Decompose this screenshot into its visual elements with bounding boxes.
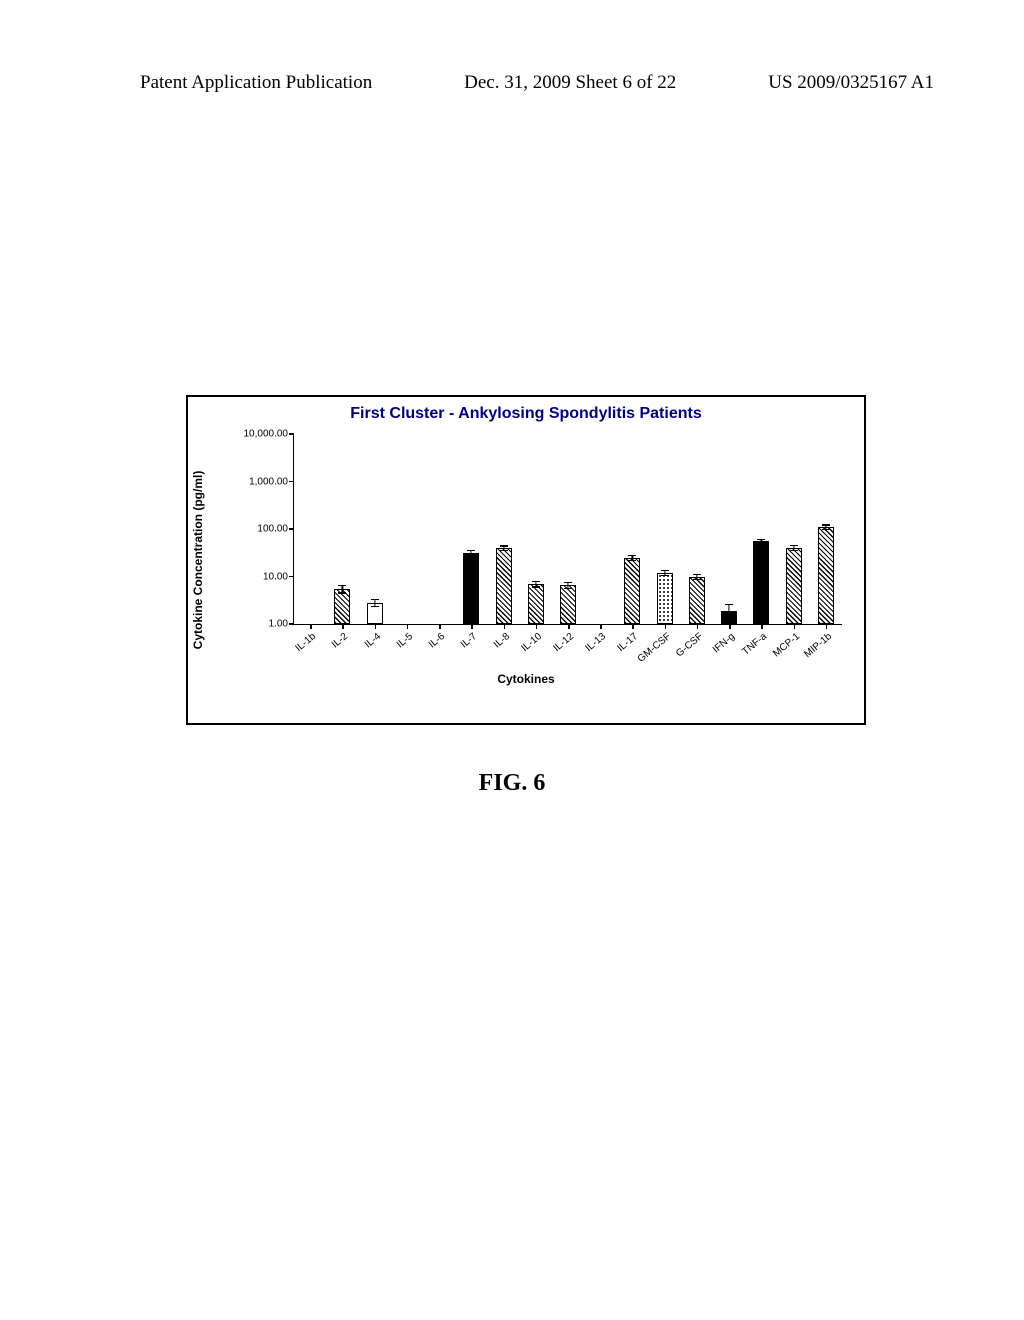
page-header: Patent Application Publication Dec. 31, … (0, 72, 1024, 94)
chart-errorbar-cap (338, 592, 346, 593)
chart-bar (657, 434, 673, 624)
chart-errorbar-cap (725, 620, 733, 621)
chart-errorbar-cap (725, 604, 733, 605)
chart-errorbar-cap (790, 550, 798, 551)
chart-bars (294, 435, 842, 624)
header-center: Dec. 31, 2009 Sheet 6 of 22 (464, 72, 676, 94)
chart-bar (560, 434, 576, 624)
header-left: Patent Application Publication (140, 72, 372, 94)
chart-xlabels: IL-1bIL-2IL-4IL-5IL-6IL-7IL-8IL-10IL-12I… (293, 627, 842, 677)
chart-bar (786, 434, 802, 624)
chart-ytick-mark (289, 433, 294, 435)
chart-errorbar (729, 604, 730, 620)
chart-errorbar-cap (628, 555, 636, 556)
chart-xlabel: Cytokines (188, 672, 864, 686)
chart-errorbar-cap (693, 574, 701, 575)
chart-errorbar-cap (628, 560, 636, 561)
chart-errorbar-cap (790, 545, 798, 546)
chart-ytick-mark (289, 528, 294, 530)
chart-bar (496, 434, 512, 624)
chart-bar (721, 434, 737, 624)
chart-errorbar-cap (532, 586, 540, 587)
chart-errorbar-cap (500, 550, 508, 551)
chart-errorbar-cap (467, 550, 475, 551)
chart-container: First Cluster - Ankylosing Spondylitis P… (186, 395, 866, 725)
figure-caption: FIG. 6 (0, 770, 1024, 797)
chart-bar (334, 434, 350, 624)
chart-errorbar-cap (338, 585, 346, 586)
chart-errorbar-cap (757, 539, 765, 540)
chart-bar (367, 434, 383, 624)
chart-plot-area: 1.0010.00100.001,000.0010,000.00 (293, 435, 842, 625)
chart-errorbar-cap (564, 582, 572, 583)
chart-errorbar-cap (822, 524, 830, 525)
chart-errorbar-cap (661, 575, 669, 576)
chart-title: First Cluster - Ankylosing Spondylitis P… (188, 397, 864, 427)
chart-errorbar-cap (757, 543, 765, 544)
chart-errorbar-cap (564, 588, 572, 589)
chart-errorbar-cap (693, 579, 701, 580)
chart-bar (689, 434, 705, 624)
chart-errorbar-cap (822, 529, 830, 530)
chart-ytick-mark (289, 576, 294, 578)
chart-bar (818, 434, 834, 624)
chart-errorbar-cap (500, 545, 508, 546)
chart-bar (528, 434, 544, 624)
chart-ytick-mark (289, 623, 294, 625)
chart-errorbar-cap (661, 570, 669, 571)
chart-errorbar-cap (371, 606, 379, 607)
chart-ytick-label: 10,000.00 (244, 429, 295, 440)
chart-plot-wrap: Cytokine Concentration (pg/ml) 1.0010.00… (188, 427, 864, 692)
chart-bar (624, 434, 640, 624)
chart-errorbar-cap (467, 554, 475, 555)
chart-ytick-label: 1,000.00 (249, 476, 294, 487)
header-right: US 2009/0325167 A1 (768, 72, 934, 94)
chart-ylabel: Cytokine Concentration (pg/ml) (191, 470, 205, 649)
chart-errorbar-cap (532, 581, 540, 582)
chart-errorbar-cap (371, 599, 379, 600)
chart-bar (753, 434, 769, 624)
chart-bar (463, 434, 479, 624)
chart-ytick-mark (289, 481, 294, 483)
